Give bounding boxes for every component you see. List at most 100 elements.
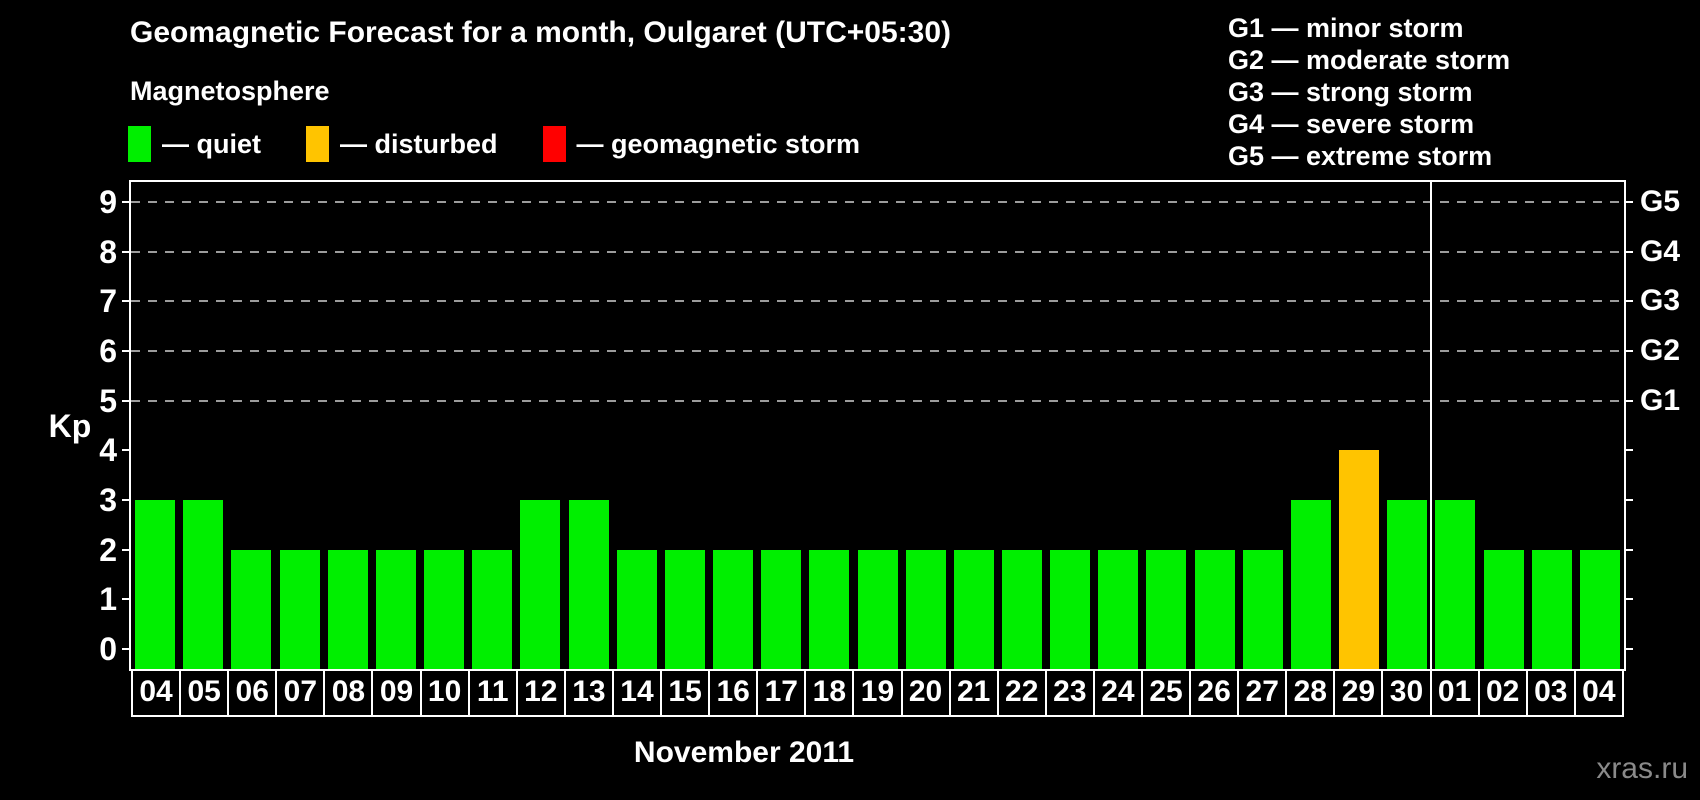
right-axis-tick (1624, 499, 1633, 502)
date-cell: 14 (614, 669, 663, 715)
legend-item: — quiet (128, 126, 261, 162)
y-axis-label: 0 (99, 631, 117, 668)
g-legend-line: G3 — strong storm (1228, 77, 1473, 107)
kp-bar (1290, 500, 1331, 669)
month-boundary-line (1430, 182, 1433, 669)
date-cell: 15 (662, 669, 711, 715)
magnetosphere-label: Magnetosphere (130, 76, 330, 106)
kp-bar (616, 549, 657, 669)
kp-bar (1387, 500, 1428, 669)
date-cell: 20 (903, 669, 951, 715)
date-cell: 08 (325, 669, 374, 715)
kp-bar (1579, 549, 1620, 669)
g-scale-label: G2 (1640, 333, 1681, 367)
date-cell: 10 (422, 669, 470, 715)
legend-item: — disturbed (306, 126, 498, 162)
month-label: November 2011 (633, 736, 855, 769)
date-cell: 30 (1383, 669, 1432, 715)
left-axis-tick (122, 300, 131, 303)
left-axis-tick (122, 548, 131, 551)
kp-bar (424, 549, 465, 669)
kp-bar (1242, 549, 1283, 669)
left-axis-tick (122, 349, 131, 352)
legend-color-swatch (128, 126, 151, 162)
right-axis-tick (1624, 250, 1633, 253)
legend-label: — geomagnetic storm (576, 128, 861, 159)
left-axis-tick (122, 399, 131, 402)
date-cell: 21 (951, 669, 999, 715)
kp-bar (1194, 549, 1235, 669)
date-cell: 26 (1191, 669, 1240, 715)
kp-bar (1098, 549, 1139, 669)
g-legend-line: G2 — moderate storm (1228, 45, 1511, 75)
site-watermark: xras.ru (1596, 752, 1688, 785)
y-axis-label: 4 (99, 432, 117, 469)
date-cell: 04 (1582, 675, 1616, 708)
gridline-kp6 (131, 349, 1624, 352)
kp-bar (1483, 549, 1524, 669)
kp-bar (1050, 549, 1091, 669)
chart-title: Geomagnetic Forecast for a month, Oulgar… (130, 16, 952, 49)
kp-bar (520, 500, 561, 669)
date-cell: 04 (133, 669, 182, 715)
kp-bar (375, 549, 416, 669)
g-scale-label: G4 (1640, 234, 1681, 268)
y-axis-label: 9 (99, 183, 117, 220)
date-cell: 22 (999, 669, 1047, 715)
date-cell: 01 (1432, 669, 1480, 715)
date-cell: 24 (1095, 669, 1143, 715)
y-axis-title: Kp (48, 408, 92, 444)
legend-color-swatch (542, 126, 566, 162)
date-cell: 23 (1047, 669, 1095, 715)
plot-area (122, 182, 1633, 669)
y-axis-label: 3 (99, 482, 117, 519)
kp-bar (713, 549, 754, 669)
kp-bar (472, 549, 513, 669)
date-cell: 02 (1480, 669, 1528, 715)
kp-bar (857, 549, 898, 669)
right-axis-tick (1624, 598, 1633, 601)
left-axis-tick (122, 499, 131, 502)
g-legend-line: G5 — extreme storm (1228, 141, 1493, 171)
left-axis-tick (122, 449, 131, 452)
left-axis-tick (122, 200, 131, 203)
kp-bar (183, 500, 224, 669)
kp-bar (327, 549, 368, 669)
g-scale-label: G5 (1640, 184, 1681, 218)
legend-color-swatch (306, 126, 329, 162)
kp-bar (1001, 549, 1042, 669)
kp-bar (1146, 549, 1187, 669)
date-axis: 04 05 06 07 08 09 10 11 12 13 14 15 16 17 18 19 20 21 22 23… (131, 669, 1624, 717)
legend-item: — geomagnetic storm (542, 126, 861, 162)
kp-bar (809, 549, 850, 669)
kp-bar (761, 549, 802, 669)
kp-bar (279, 549, 320, 669)
y-axis-label: 8 (99, 233, 117, 270)
legend-label: — quiet (162, 128, 261, 159)
right-axis-tick (1624, 200, 1633, 203)
g-legend-line: G4 — severe storm (1228, 109, 1475, 139)
kp-bar (1531, 549, 1572, 669)
right-axis-tick (1624, 548, 1633, 551)
kp-bar (1435, 500, 1476, 669)
date-cell: 25 (1143, 669, 1192, 715)
date-cell: 19 (854, 669, 903, 715)
date-cell: 13 (566, 669, 614, 715)
right-axis-tick (1624, 399, 1633, 402)
y-axis-label: 6 (99, 332, 117, 369)
kp-bar (1339, 450, 1380, 669)
y-axis-label: 1 (99, 581, 117, 618)
date-cell: 28 (1287, 669, 1336, 715)
gridline-kp9 (131, 200, 1624, 203)
legend-label: — disturbed (340, 128, 498, 159)
kp-bar (231, 549, 272, 669)
status-legend: — quiet — disturbed — geomagnetic storm (128, 124, 860, 164)
kp-bar (905, 549, 946, 669)
kp-bar (135, 500, 176, 669)
date-cell: 29 (1335, 669, 1384, 715)
date-cell: 05 (181, 669, 230, 715)
date-cell: 09 (373, 669, 422, 715)
gridline-kp7 (131, 300, 1624, 303)
right-axis-tick (1624, 349, 1633, 352)
